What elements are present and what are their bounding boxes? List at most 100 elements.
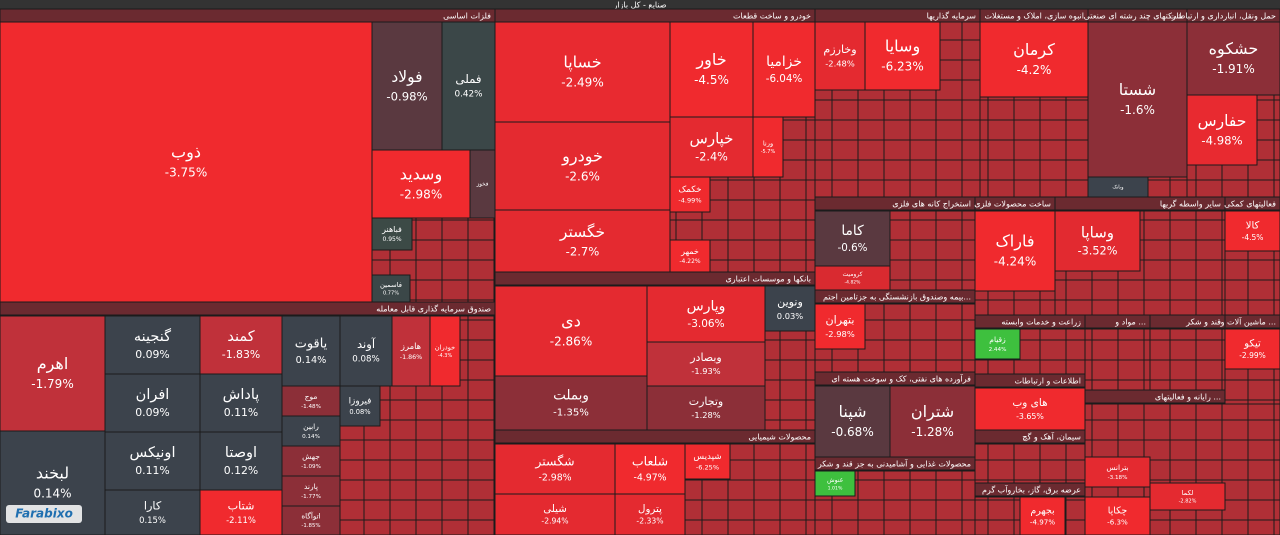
tile xyxy=(1084,456,1151,488)
tile xyxy=(669,116,754,178)
tile xyxy=(1087,21,1188,178)
tile-change: 0.09% xyxy=(135,406,170,419)
sector-title: اطلاعات و ارتباطات xyxy=(1014,377,1081,386)
sector-title: بیمه وصندوق بازنشستگی به جزتامین اجتم... xyxy=(823,292,971,302)
sector-header xyxy=(1224,314,1280,329)
tile-name: خمهر xyxy=(680,247,699,256)
tile-name: ونوین xyxy=(777,295,803,309)
sector-area xyxy=(1149,328,1226,391)
tile-name: غنوش xyxy=(827,477,844,484)
tile-name: وبملت xyxy=(553,388,589,404)
tile xyxy=(391,315,431,387)
watermark: Farabixo xyxy=(15,507,73,521)
tile xyxy=(1186,21,1280,96)
tile-change: -0.68% xyxy=(831,425,873,439)
tile-change: -6.23% xyxy=(881,60,923,74)
tile-change: -1.77% xyxy=(301,494,322,500)
tile-change: -3.06% xyxy=(687,318,724,330)
tile-change: -1.28% xyxy=(911,425,953,439)
tile-name: شتران xyxy=(911,402,954,422)
sector-title: شرکتهای چند رشته ای صنعتی xyxy=(1084,12,1184,21)
tile-change: 0.95% xyxy=(382,236,401,243)
tile-change: 0.14% xyxy=(33,487,71,501)
tile-name: کاما xyxy=(841,223,864,239)
tile xyxy=(764,285,816,332)
tile-name: شستا xyxy=(1119,80,1156,99)
tile-name: کرمان xyxy=(1013,40,1055,60)
tile-name: فباهنر xyxy=(381,225,402,234)
tile-name: اتوآگاه xyxy=(301,511,320,521)
tile xyxy=(669,176,711,213)
tile-name: خاور xyxy=(695,50,726,70)
tile-change: -6.25% xyxy=(696,464,719,472)
tile-name: فخوز xyxy=(476,182,489,188)
tile xyxy=(281,415,341,447)
sector-title: فرآورده های نفتی، کک و سوخت هسته ای xyxy=(831,374,971,384)
tile-change: -1.86% xyxy=(400,354,422,361)
tile-name: حفارس xyxy=(1198,112,1247,131)
tile-name: هامرز xyxy=(400,341,421,351)
tile xyxy=(441,21,496,151)
tile-change: -2.98% xyxy=(825,329,855,339)
tile-name: بترانس xyxy=(1106,463,1128,472)
tile-change: -2.4% xyxy=(695,151,728,164)
tile-name: وپارس xyxy=(687,298,726,314)
tile-name: کارا xyxy=(144,499,162,513)
tile-name: لکما xyxy=(1182,489,1194,497)
sector-title: محصولات شیمیایی xyxy=(748,433,811,442)
sector-header xyxy=(1224,196,1280,211)
tile-change: -0.6% xyxy=(838,242,868,254)
tile-name: وبصادر xyxy=(689,351,721,364)
tile-name: فاسمین xyxy=(380,281,402,289)
tile-name: چکاپا xyxy=(1108,505,1128,516)
tile-change: 0.11% xyxy=(135,464,170,477)
tile xyxy=(752,21,816,118)
tile-name: ورنا xyxy=(763,139,773,147)
sector-area xyxy=(974,443,1086,484)
tile-name: خساپا xyxy=(563,53,601,73)
tile xyxy=(371,21,443,151)
tile xyxy=(339,385,381,427)
tile-name: کرومیت xyxy=(843,271,863,278)
tile xyxy=(1149,482,1226,511)
tile xyxy=(669,239,711,273)
sector-title: زراعت و خدمات وابسته xyxy=(1001,318,1081,327)
tile-change: -2.48% xyxy=(825,58,855,68)
tile-change: -2.94% xyxy=(541,517,568,526)
tile xyxy=(494,21,671,123)
tile-change: -3.75% xyxy=(165,166,207,180)
tile-change: -4.2% xyxy=(1017,63,1052,77)
tile-change: -1.83% xyxy=(222,348,260,361)
tile-name: بتهران xyxy=(826,313,855,326)
tile xyxy=(684,443,731,480)
tile xyxy=(814,21,866,91)
tile-change: 0.09% xyxy=(135,348,170,361)
tile xyxy=(974,328,1021,360)
tile-name: شپدیس xyxy=(693,452,721,462)
tile xyxy=(199,373,283,433)
tile-change: 0.42% xyxy=(454,90,482,100)
tile xyxy=(371,217,413,251)
tile-change: 0.12% xyxy=(224,464,259,477)
page-title: صنایع - کل بازار xyxy=(612,1,666,10)
tile xyxy=(281,445,341,477)
sector-title: خودرو و ساخت قطعات xyxy=(733,12,811,21)
tile-change: 0.77% xyxy=(383,291,399,297)
tile-change: -4.22% xyxy=(679,258,701,265)
tile xyxy=(752,116,784,178)
tile-change: 0.08% xyxy=(352,355,380,365)
tile xyxy=(814,470,856,497)
tile xyxy=(669,21,754,118)
sector-title: قند و شکر xyxy=(1185,318,1221,327)
tile xyxy=(339,315,393,387)
tile xyxy=(494,493,616,535)
tile-change: -1.93% xyxy=(691,366,720,376)
tile-name: پارند xyxy=(304,482,318,491)
tile-change: -2.49% xyxy=(561,76,603,90)
tile-change: -1.91% xyxy=(1212,62,1254,76)
tile-name: تیکو xyxy=(1243,339,1261,350)
tile-change: -6.04% xyxy=(766,73,803,85)
tile-name: پاداش xyxy=(223,387,260,403)
sector-title: بانکها و موسسات اعتباری xyxy=(725,275,811,284)
top-bar xyxy=(0,0,1280,9)
